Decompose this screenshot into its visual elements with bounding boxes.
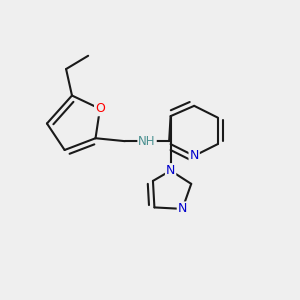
Text: N: N [178,202,187,215]
Text: NH: NH [138,135,156,148]
Text: N: N [166,164,175,177]
Text: O: O [95,102,105,115]
Text: N: N [190,149,199,162]
